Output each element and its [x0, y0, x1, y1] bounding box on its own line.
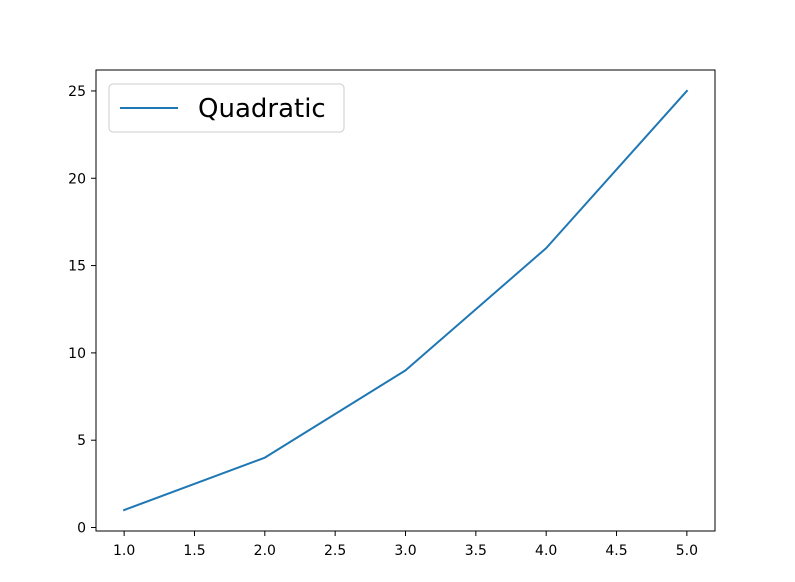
legend: Quadratic: [108, 83, 345, 133]
y-tick-label: 0: [77, 521, 86, 537]
x-tick-label: 1.0: [113, 543, 135, 559]
x-tick-label: 5.0: [676, 543, 698, 559]
y-tick-label: 10: [68, 346, 86, 362]
y-tick-label: 25: [68, 84, 86, 100]
plot-layer: [122, 89, 689, 512]
y-tick-label: 20: [68, 171, 86, 187]
x-tick-label: 1.5: [183, 543, 205, 559]
x-tick-label: 3.0: [394, 543, 416, 559]
y-tick-label: 5: [77, 433, 86, 449]
x-tick-label: 4.0: [535, 543, 557, 559]
legend-box: [108, 83, 345, 133]
axes-layer: 1.0 1.5 2.0 2.5 3.0 3.5 4.0 4.5 5.0 0 5 10 15 20 25: [68, 69, 716, 559]
x-tick-label: 4.5: [605, 543, 627, 559]
x-tick-label: 3.5: [465, 543, 487, 559]
legend-label: Quadratic: [198, 94, 326, 124]
y-tick-label: 15: [68, 259, 86, 275]
series-line-0: [122, 89, 689, 512]
x-tick-label: 2.0: [254, 543, 276, 559]
x-tick-label: 2.5: [324, 543, 346, 559]
